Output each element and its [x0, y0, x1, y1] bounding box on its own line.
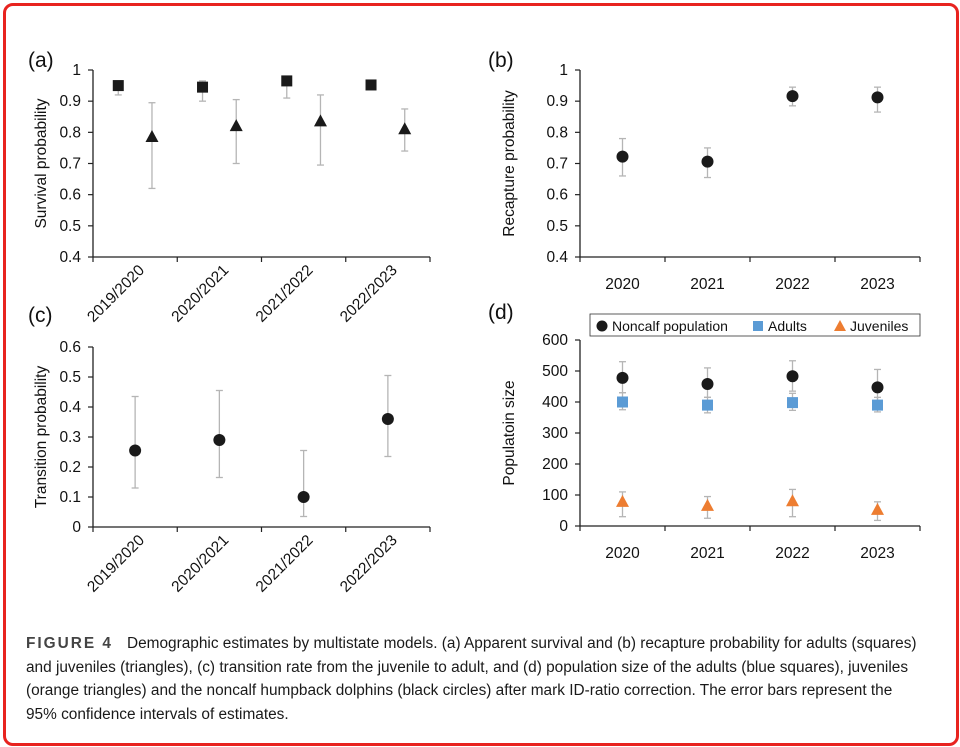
panel-4-legend-noncalf-population-marker	[596, 320, 608, 332]
panel-4-noncalf-population-point	[786, 370, 799, 383]
panel-3-y-tick-label: 0.3	[59, 429, 81, 446]
panel-4-adults-point	[617, 396, 628, 408]
panel-4-juveniles-point	[871, 502, 884, 515]
panel-2-recapture-point	[701, 155, 714, 168]
panel-4-y-tick-label: 500	[542, 363, 568, 380]
panel-2-y-tick-label: 0.9	[546, 93, 568, 110]
panel-1-label: (a)	[28, 49, 54, 72]
panel-3-y-tick-label: 0.6	[59, 339, 81, 356]
panel-1-juveniles-point	[313, 114, 327, 127]
panel-1-y-tick-label: 0.4	[59, 249, 81, 266]
panel-3-y-tick-label: 0.4	[59, 399, 81, 416]
panel-3-y-tick-label: 0	[72, 519, 81, 536]
figure-frame	[3, 3, 959, 746]
panel-4-legend-juveniles-label: Juveniles	[850, 318, 908, 334]
panel-1-x-tick-label: 2020/2021	[168, 262, 232, 326]
panel-2-x-tick-label: 2023	[860, 276, 894, 293]
panel-3-y-tick-label: 0.1	[59, 489, 81, 506]
panel-4-legend-juveniles-marker	[834, 320, 846, 331]
panel-2-y-tick-label: 0.8	[546, 124, 568, 141]
panel-4-x-tick-label: 2021	[690, 545, 724, 562]
panel-4-y-tick-label: 400	[542, 394, 568, 411]
panel-4-x-tick-label: 2022	[775, 545, 809, 562]
panel-4-juveniles-point	[701, 498, 714, 511]
panel-2-y-tick-label: 0.4	[546, 249, 568, 266]
panel-4-x-tick-label: 2020	[605, 545, 640, 562]
panel-3-y-tick-label: 0.5	[59, 369, 81, 386]
panel-1-adults-point	[365, 79, 377, 91]
panel-3-label: (c)	[28, 304, 53, 327]
panel-4-legend-noncalf-population-label: Noncalf population	[612, 318, 728, 334]
panel-4-noncalf-population-point	[616, 371, 629, 384]
panel-4-y-tick-label: 300	[542, 425, 568, 442]
panel-1-juveniles-point	[229, 119, 243, 132]
panel-1-y-tick-label: 1	[72, 62, 81, 79]
panel-1-adults-point	[197, 81, 209, 93]
panel-3-transition-point	[297, 491, 310, 503]
figure-caption: FIGURE 4 Demographic estimates by multist…	[26, 632, 926, 726]
panel-4-juveniles-point	[616, 494, 629, 507]
panel-4-noncalf-population-point	[871, 381, 884, 394]
panel-4-y-tick-label: 200	[542, 456, 568, 473]
caption-text: Demographic estimates by multistate mode…	[26, 635, 917, 723]
panel-4-adults-point	[702, 399, 713, 411]
panel-1-y-tick-label: 0.5	[59, 218, 81, 235]
panel-3-x-tick-label: 2020/2021	[168, 532, 232, 596]
panel-2-x-tick-label: 2021	[690, 276, 724, 293]
panel-1-juveniles-point	[145, 130, 159, 143]
panel-3-x-tick-label: 2022/2023	[337, 532, 401, 596]
panel-2-recapture-point	[871, 91, 884, 104]
panel-3-transition-point	[129, 444, 142, 457]
panel-4-y-tick-label: 600	[542, 332, 568, 349]
panel-4-y-axis-title: Populatoin size	[501, 380, 518, 485]
panel-2-recapture-point	[786, 90, 799, 103]
panel-3-transition-point	[213, 434, 226, 446]
panel-4-adults-point	[872, 399, 883, 411]
panel-1-juveniles-point	[398, 122, 412, 135]
panel-1-adults-point	[281, 75, 293, 87]
panel-4-adults-point	[787, 397, 798, 409]
panel-1-y-tick-label: 0.7	[59, 156, 81, 173]
panel-1-x-tick-label: 2019/2020	[84, 262, 148, 326]
panel-2-x-tick-label: 2020	[605, 276, 640, 293]
panel-1-x-tick-label: 2022/2023	[337, 262, 401, 326]
panel-2-y-axis-title: Recapture probability	[501, 90, 518, 237]
panel-2-x-tick-label: 2022	[775, 276, 809, 293]
panel-2-y-tick-label: 0.5	[546, 218, 568, 235]
panel-4-legend-adults-marker	[753, 321, 763, 331]
panel-2-recapture-point	[616, 150, 629, 163]
panel-1-y-tick-label: 0.8	[59, 124, 81, 141]
panel-2-y-tick-label: 0.6	[546, 187, 568, 204]
panel-2-label: (b)	[488, 49, 514, 72]
panel-2-y-tick-label: 1	[559, 62, 568, 79]
panel-4-juveniles-point	[786, 494, 799, 507]
panel-4-y-tick-label: 100	[542, 487, 568, 504]
panel-3-x-tick-label: 2019/2020	[84, 532, 148, 596]
panel-4-y-tick-label: 0	[559, 518, 568, 535]
panel-1-y-tick-label: 0.6	[59, 187, 81, 204]
panel-4-noncalf-population-point	[701, 378, 714, 391]
panel-4-legend-adults-label: Adults	[768, 318, 807, 334]
panel-1-x-tick-label: 2021/2022	[253, 262, 317, 326]
panel-1-adults-point	[112, 80, 124, 92]
panel-3-y-tick-label: 0.2	[59, 459, 81, 476]
panel-3-y-axis-title: Transition probability	[33, 366, 50, 509]
panel-2-y-tick-label: 0.7	[546, 156, 568, 173]
panel-3-x-tick-label: 2021/2022	[253, 532, 317, 596]
panel-4-x-tick-label: 2023	[860, 545, 894, 562]
panel-4-label: (d)	[488, 301, 514, 324]
panel-3-transition-point	[381, 413, 394, 425]
panel-1-y-tick-label: 0.9	[59, 93, 81, 110]
caption-label: FIGURE 4	[26, 635, 113, 652]
panel-1-y-axis-title: Survival probability	[33, 98, 50, 228]
